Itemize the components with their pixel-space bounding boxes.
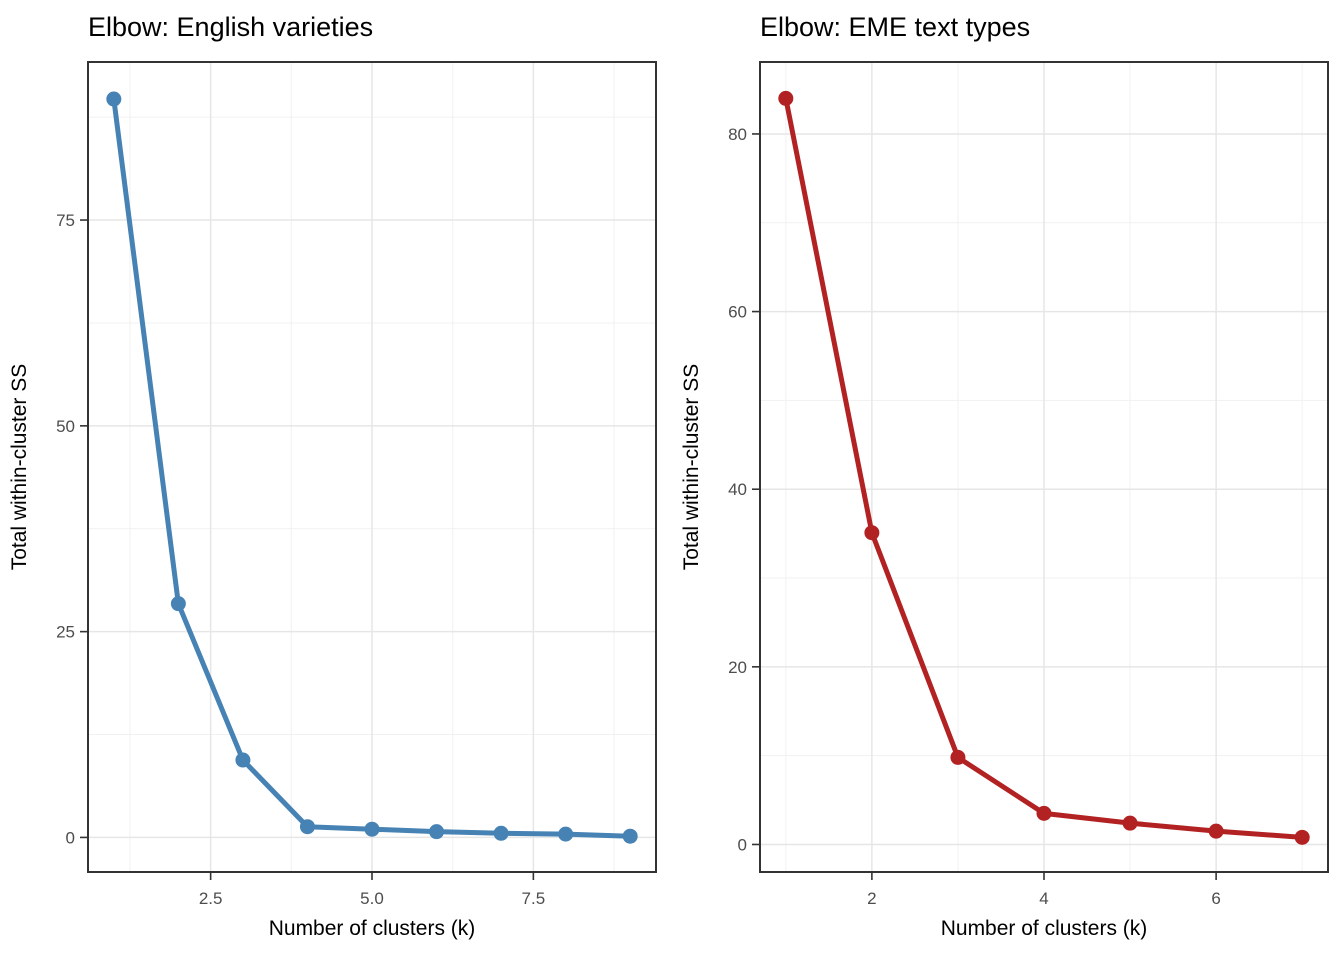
x-tick-label: 6 (1211, 889, 1220, 908)
x-axis-title-english-varieties: Number of clusters (k) (268, 917, 476, 940)
y-axis-title-eme-text-types: Total within-cluster SS (680, 363, 703, 571)
data-point (106, 91, 122, 107)
data-point (1036, 805, 1052, 821)
x-tick-label: 2 (867, 889, 876, 908)
data-point (558, 826, 574, 842)
y-tick-label: 50 (56, 417, 75, 436)
data-point (1294, 829, 1310, 845)
chart-title-eme-text-types: Elbow: EME text types (760, 12, 1031, 42)
chart-eme-text-types: 2 4 6 0 20 40 60 80 Elbow: EME text types Total… (672, 0, 1344, 960)
y-tick-label: 60 (728, 303, 747, 322)
data-point (778, 90, 794, 106)
data-point (950, 749, 966, 765)
y-tick-label: 0 (738, 835, 747, 854)
data-point (170, 596, 186, 612)
data-point (1122, 815, 1138, 831)
y-tick-label: 0 (66, 828, 75, 847)
data-point (299, 819, 315, 835)
y-tick-label: 40 (728, 480, 747, 499)
y-tick-label: 25 (56, 623, 75, 642)
chart-title-english-varieties: Elbow: English varieties (88, 12, 374, 42)
x-tick-label: 7.5 (522, 889, 546, 908)
chart-english-varieties: 2.5 5.0 7.5 0 25 50 75 Elbow: English varietie… (8, 12, 657, 940)
y-axis-title-english-varieties: Total within-cluster SS (8, 363, 31, 571)
data-point (493, 825, 509, 841)
data-point (235, 752, 251, 768)
y-tick-label: 75 (56, 211, 75, 230)
data-point (429, 824, 445, 840)
data-point (1208, 823, 1224, 839)
x-axis-title-eme-text-types: Number of clusters (k) (940, 917, 1148, 940)
data-point (864, 525, 880, 541)
x-tick-label: 4 (1039, 889, 1048, 908)
data-point (364, 821, 380, 837)
y-tick-label: 20 (728, 658, 747, 677)
y-tick-label: 80 (728, 125, 747, 144)
data-point (622, 828, 638, 844)
x-tick-label: 5.0 (360, 889, 384, 908)
x-tick-label: 2.5 (199, 889, 223, 908)
plot-area-english-varieties: 2.5 5.0 7.5 0 25 50 75 (56, 61, 657, 908)
